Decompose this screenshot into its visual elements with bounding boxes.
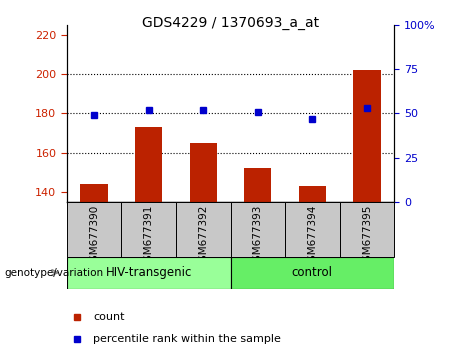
Text: GSM677395: GSM677395 [362, 205, 372, 268]
Text: GSM677390: GSM677390 [89, 205, 99, 268]
FancyBboxPatch shape [230, 257, 394, 289]
FancyBboxPatch shape [176, 202, 230, 257]
Bar [135, 127, 162, 202]
Bar [81, 184, 108, 202]
Text: percentile rank within the sample: percentile rank within the sample [93, 334, 281, 344]
Bar [353, 70, 380, 202]
Text: GSM677392: GSM677392 [198, 205, 208, 268]
FancyBboxPatch shape [67, 202, 121, 257]
Bar [244, 169, 272, 202]
FancyBboxPatch shape [67, 257, 230, 289]
FancyBboxPatch shape [285, 202, 340, 257]
Text: GSM677394: GSM677394 [307, 205, 317, 268]
Text: genotype/variation: genotype/variation [5, 268, 104, 278]
Text: HIV-transgenic: HIV-transgenic [106, 266, 192, 279]
Text: GSM677391: GSM677391 [144, 205, 154, 268]
Text: GDS4229 / 1370693_a_at: GDS4229 / 1370693_a_at [142, 16, 319, 30]
Bar [189, 143, 217, 202]
Text: count: count [93, 312, 124, 322]
FancyBboxPatch shape [340, 202, 394, 257]
Text: GSM677393: GSM677393 [253, 205, 263, 268]
FancyBboxPatch shape [230, 202, 285, 257]
Text: control: control [292, 266, 333, 279]
FancyBboxPatch shape [121, 202, 176, 257]
Bar [299, 186, 326, 202]
